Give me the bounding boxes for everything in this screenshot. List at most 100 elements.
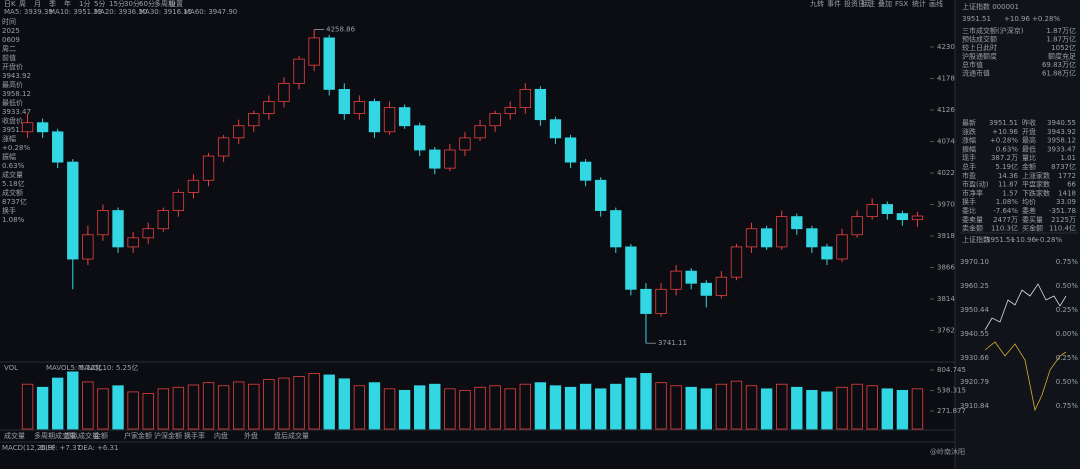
- volume-legend: VOL: [4, 364, 18, 372]
- ma-legend: MA20: 3936.30: [94, 8, 147, 16]
- candle-body: [248, 113, 260, 127]
- candle-body: [579, 161, 592, 181]
- volume-bar: [474, 386, 486, 430]
- tool-button[interactable]: 统计: [912, 0, 926, 8]
- volume-bar: [444, 388, 456, 430]
- volume-bar: [82, 381, 94, 430]
- volume-bar: [760, 388, 773, 430]
- quote-label: 最高: [1022, 136, 1036, 145]
- indicator-tab[interactable]: 成交量: [4, 431, 25, 440]
- quote-label: 总手: [962, 162, 976, 171]
- period-tab[interactable]: 周: [19, 0, 26, 8]
- quote-value: 14.36: [998, 172, 1019, 180]
- volume-bar: [21, 383, 34, 430]
- quote-value: 3951.51: [989, 119, 1018, 127]
- volume-bar: [610, 383, 622, 430]
- indicator-tab[interactable]: 虚拟成交量: [64, 431, 99, 440]
- quote-label: 振幅: [962, 144, 976, 153]
- candle-body: [353, 101, 366, 115]
- indicator-tab[interactable]: 多周期成交量: [34, 431, 76, 440]
- watermark: @岭南沐阳: [930, 447, 965, 456]
- mini-left-label: 3910.84: [960, 402, 989, 410]
- candle-body: [293, 58, 305, 84]
- candle-body: [459, 137, 471, 151]
- tool-button[interactable]: 九转: [810, 0, 824, 8]
- mini-header: +0.28%: [1034, 236, 1062, 244]
- volume-bar: [248, 383, 260, 430]
- indicator-tab[interactable]: 金额: [94, 431, 108, 440]
- mini-header: 上证指数: [962, 235, 990, 244]
- period-tab[interactable]: 季: [49, 0, 56, 8]
- candle-body: [564, 137, 577, 163]
- period-tab[interactable]: 15分: [109, 0, 125, 8]
- candle-body: [549, 119, 562, 139]
- volume-bar: [670, 385, 682, 430]
- quote-label: 市盈: [962, 171, 976, 180]
- quote-value: 2125万: [1051, 216, 1076, 224]
- volume-bar: [97, 388, 109, 430]
- period-tab[interactable]: 日K: [4, 0, 16, 8]
- quote-value: 3943.92: [1047, 128, 1076, 136]
- candle-body: [414, 125, 426, 151]
- mini-left-label: 3940.55: [960, 330, 989, 338]
- volume-bar: [911, 388, 924, 430]
- quote-value: 3933.47: [1047, 145, 1076, 153]
- volume-bar: [776, 383, 788, 430]
- period-tab[interactable]: 5分: [94, 0, 105, 8]
- mini-left-label: 3970.10: [960, 258, 989, 266]
- indicator-tab[interactable]: 外盘: [244, 431, 258, 440]
- info-item: 8737亿: [2, 197, 27, 206]
- indicator-tab[interactable]: 户家金额: [124, 431, 152, 440]
- stat-value: 1.87万亿: [1046, 35, 1076, 44]
- period-tab[interactable]: 年: [64, 0, 71, 8]
- tool-button[interactable]: 投资日历: [844, 0, 872, 8]
- period-tab[interactable]: 多周期: [154, 0, 175, 8]
- ma-legend: MA5: 3939.39: [4, 8, 53, 16]
- volume-bar: [579, 383, 592, 430]
- quote-label: 涨跌: [962, 127, 976, 136]
- period-tab[interactable]: 60分: [139, 0, 155, 8]
- candle-body: [383, 107, 396, 133]
- volume-bar: [293, 376, 305, 430]
- quote-label: 平盘家数: [1022, 180, 1050, 189]
- period-tab[interactable]: 30分: [124, 0, 140, 8]
- indicator-tab[interactable]: 内盘: [214, 431, 228, 440]
- y-tick-label: 4230: [937, 43, 955, 51]
- tool-button[interactable]: 叠加: [878, 0, 892, 8]
- quote-value: 2477万: [993, 216, 1018, 224]
- indicator-tab[interactable]: 换手率: [184, 431, 205, 440]
- quote-label: 金额: [1022, 162, 1036, 171]
- period-tab[interactable]: 1分: [79, 0, 90, 8]
- quote-value: -7.64%: [993, 207, 1018, 215]
- quote-label: 上涨家数: [1022, 171, 1050, 180]
- period-tab[interactable]: 月: [34, 0, 41, 8]
- stat-label: 沪股通额度: [962, 52, 997, 61]
- tool-button[interactable]: FSX: [895, 0, 908, 8]
- mini-right-label: 0.75%: [1056, 402, 1079, 410]
- quote-value: 1.01: [1060, 154, 1076, 162]
- info-item: 成交量: [2, 170, 23, 179]
- candle-body: [202, 155, 215, 181]
- volume-bar: [383, 388, 396, 430]
- y-tick-label: 271.877: [937, 407, 966, 415]
- volume-bar: [489, 385, 501, 430]
- candle-body: [685, 270, 697, 284]
- candle-body: [323, 37, 335, 90]
- volume-bar: [142, 393, 154, 430]
- stat-value: 1052亿: [1051, 43, 1076, 52]
- y-tick-label: 3918: [937, 232, 955, 240]
- indicator-tab[interactable]: 盘后成交量: [274, 431, 309, 440]
- period-tab[interactable]: 设置: [169, 0, 183, 8]
- tool-button[interactable]: 画线: [929, 0, 943, 8]
- quote-label: 委卖量: [962, 215, 983, 224]
- mini-right-label: 0.25%: [1056, 306, 1079, 314]
- y-tick-label: 4022: [937, 169, 955, 177]
- volume-bar: [504, 388, 516, 430]
- info-item: 换手: [2, 206, 16, 215]
- candle-body: [866, 204, 878, 218]
- indicator-tab[interactable]: 沪深金额: [154, 431, 182, 440]
- tool-button[interactable]: 事件: [827, 0, 841, 8]
- quote-label: 最低: [1022, 144, 1036, 153]
- tool-button[interactable]: 标注: [861, 0, 875, 8]
- candle-body: [670, 270, 682, 290]
